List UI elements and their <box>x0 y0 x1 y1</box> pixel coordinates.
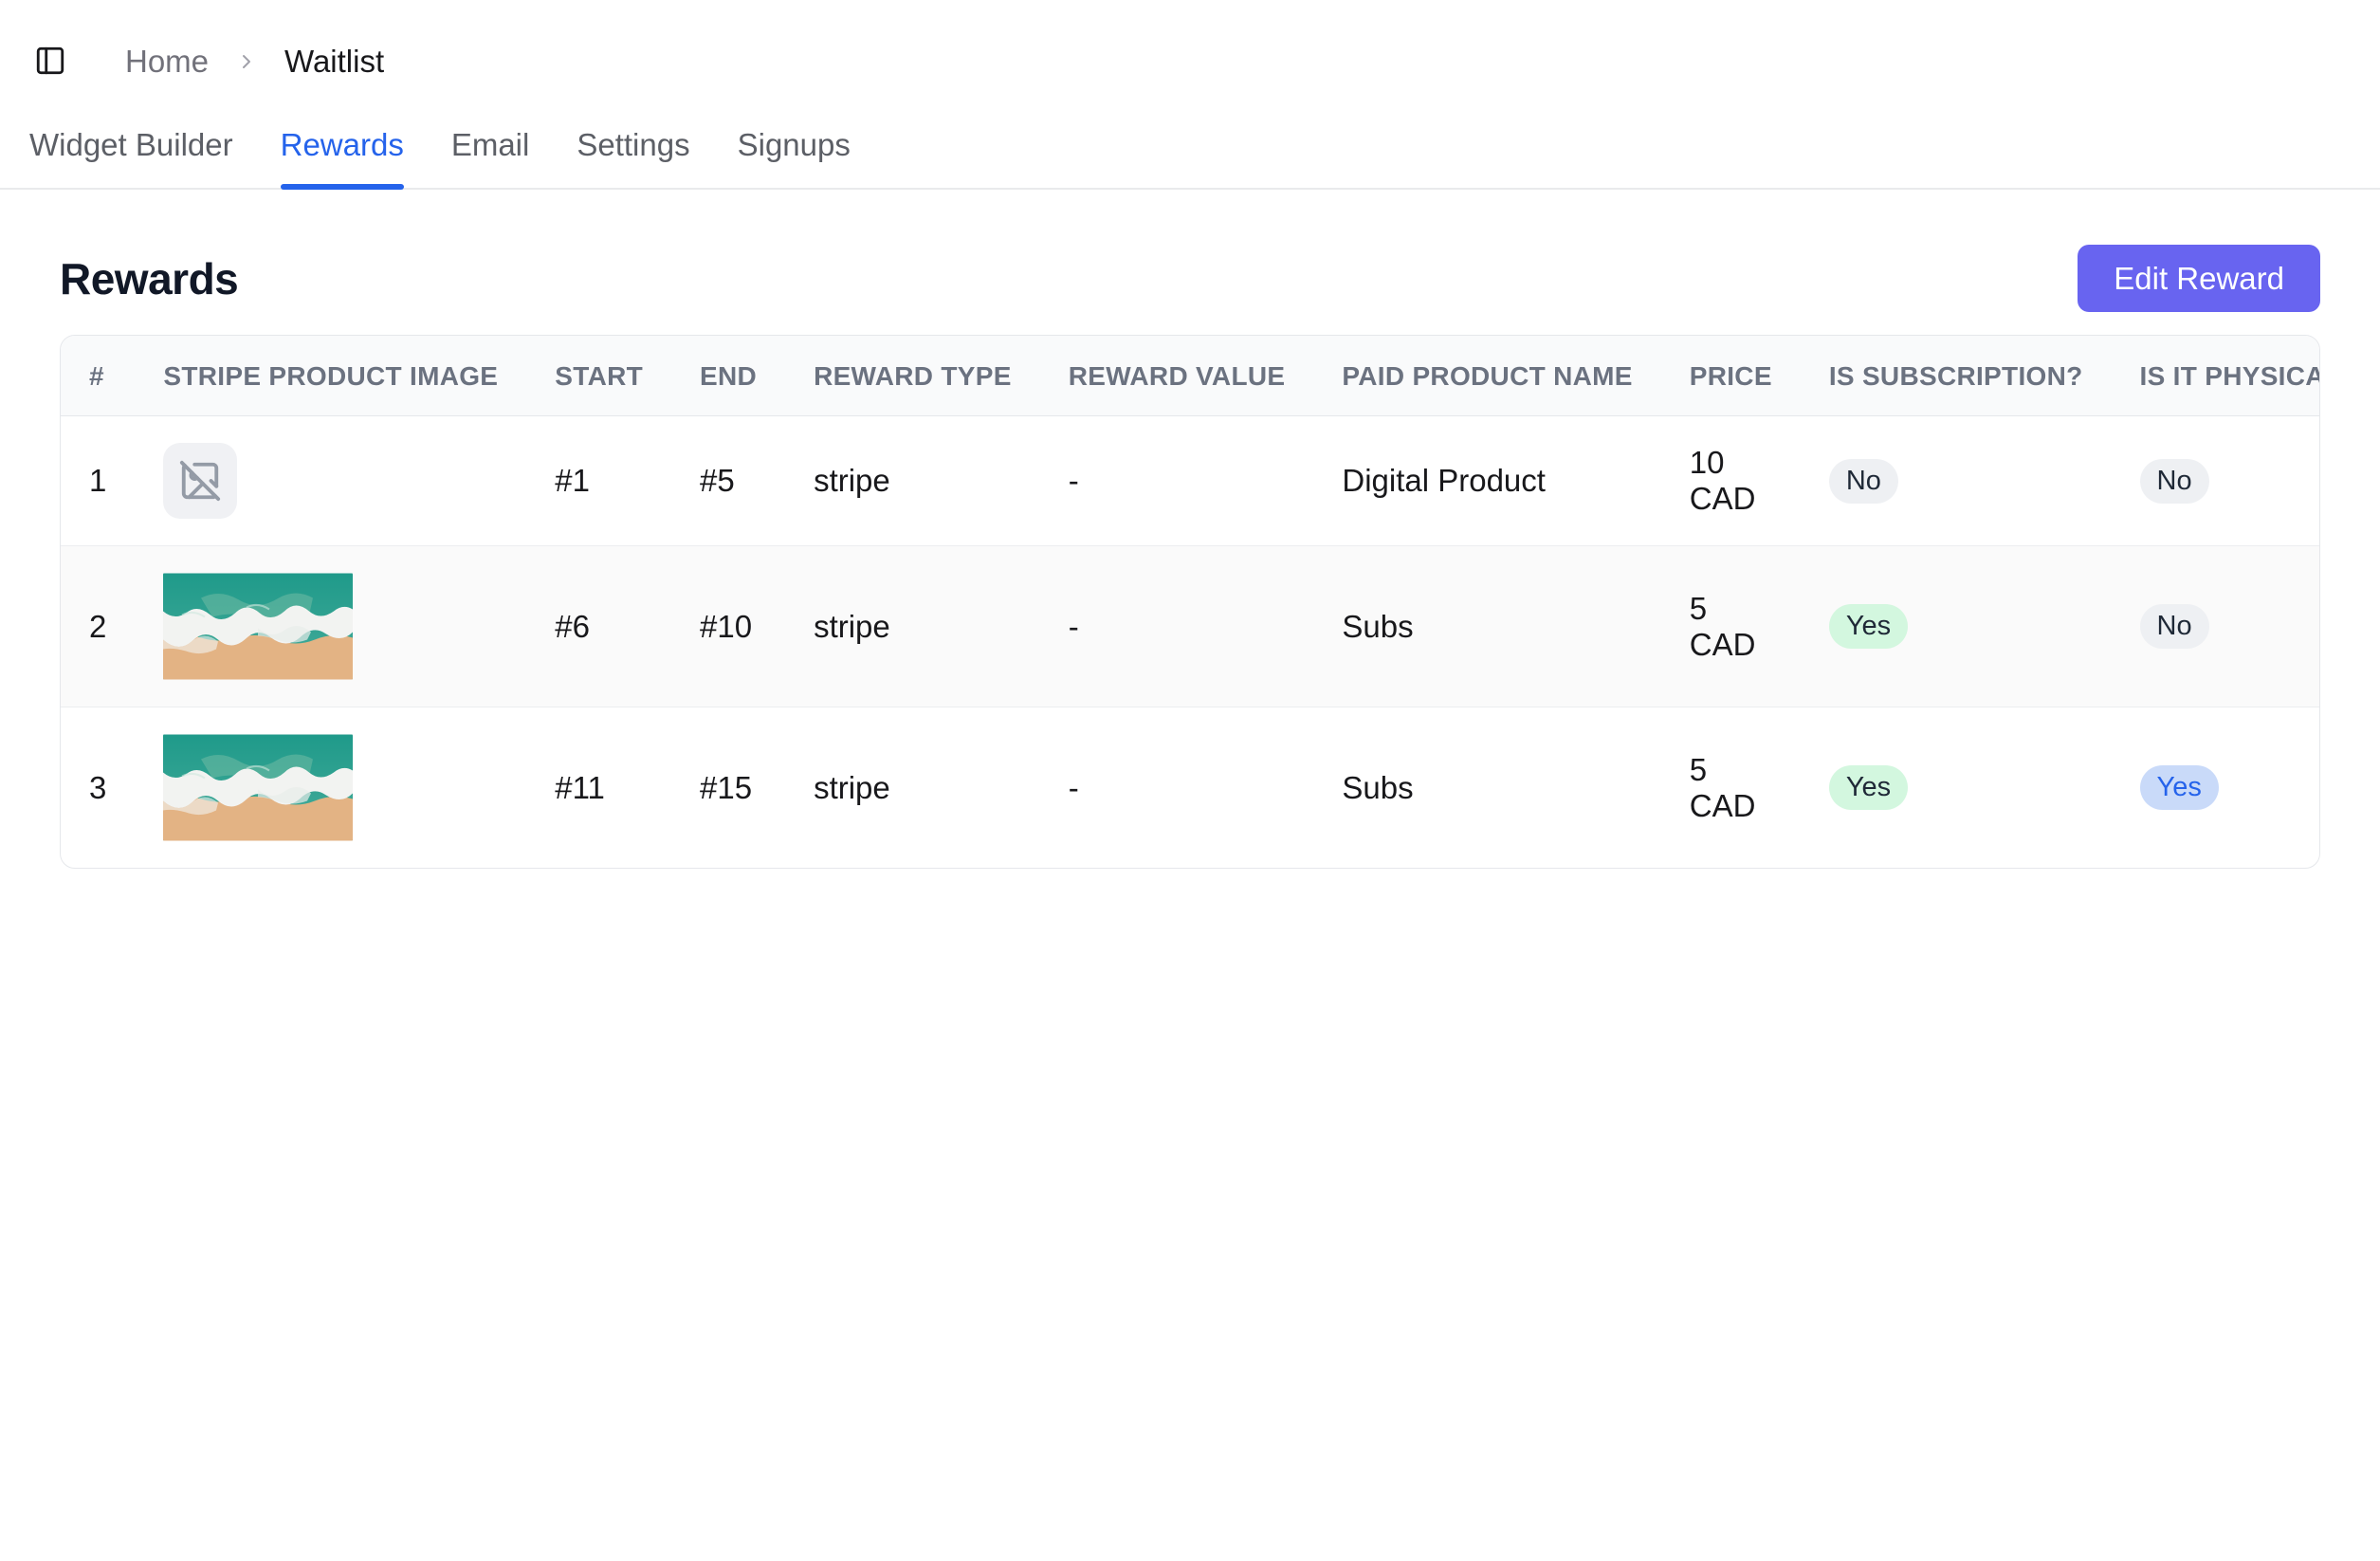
cell-start: #6 <box>526 545 672 707</box>
col-header-paid-product-name: PAID PRODUCT NAME <box>1313 336 1661 416</box>
cell-product-image <box>135 416 526 546</box>
cell-start: #1 <box>555 463 590 498</box>
rewards-table: # STRIPE PRODUCT IMAGE START END REWARD … <box>60 335 2320 869</box>
col-header-end: END <box>671 336 786 416</box>
top-bar: Home Waitlist <box>0 0 2380 80</box>
col-header-stripe-product-image: STRIPE PRODUCT IMAGE <box>135 336 527 416</box>
cell-end: #10 <box>671 545 786 707</box>
col-header-is-subscription: IS SUBSCRIPTION? <box>1800 336 2112 416</box>
col-header-price: PRICE <box>1660 336 1801 416</box>
cell-is-physical: No <box>2112 416 2319 546</box>
table-row: 3 #11 #15 stripe - Subs 5 CAD Yes Yes <box>61 707 2319 868</box>
col-header-reward-value: REWARD VALUE <box>1039 336 1314 416</box>
cell-end: #5 <box>700 463 735 498</box>
subscription-badge: Yes <box>1828 765 1909 810</box>
col-header-is-it-physical: IS IT PHYSICAL? <box>2111 336 2319 416</box>
beach-product-image <box>163 573 353 680</box>
physical-badge: Yes <box>2139 765 2219 810</box>
cell-paid-product-name: Subs <box>1313 707 1661 868</box>
cell-reward-type: stripe <box>814 463 890 498</box>
cell-paid-product-name: Subs <box>1313 545 1661 707</box>
beach-product-image <box>163 734 353 841</box>
table-row: 1 #1 #5 stripe <box>61 416 2319 546</box>
panel-left-icon <box>34 45 66 80</box>
tab-widget-builder[interactable]: Widget Builder <box>29 127 233 162</box>
image-off-icon <box>163 443 238 519</box>
table-header-row: # STRIPE PRODUCT IMAGE START END REWARD … <box>61 336 2319 416</box>
tab-email[interactable]: Email <box>450 127 530 162</box>
breadcrumb-home-link[interactable]: Home <box>125 44 210 79</box>
tab-signups[interactable]: Signups <box>737 127 851 162</box>
chevron-right-icon <box>235 50 258 73</box>
tab-rewards[interactable]: Rewards <box>280 127 405 190</box>
cell-reward-value: - <box>1039 545 1314 707</box>
subscription-badge: No <box>1828 458 1898 504</box>
cell-is-subscription: Yes <box>1800 707 2112 868</box>
page-title: Rewards <box>60 253 239 303</box>
cell-price: 10 CAD <box>1689 445 1756 516</box>
page-header: Rewards Edit Reward <box>60 245 2320 312</box>
subscription-badge: Yes <box>1828 604 1909 649</box>
cell-number: 3 <box>61 707 136 868</box>
tab-bar: Widget Builder Rewards Email Settings Si… <box>0 127 2380 190</box>
cell-is-subscription: No <box>1801 416 2112 546</box>
cell-reward-type: stripe <box>785 545 1040 707</box>
col-header-reward-type: REWARD TYPE <box>785 336 1040 416</box>
cell-end: #15 <box>671 707 786 868</box>
col-header-start: START <box>526 336 672 416</box>
sidebar-toggle-button[interactable] <box>34 46 66 78</box>
breadcrumb: Home Waitlist <box>125 44 384 80</box>
cell-reward-value: - <box>1039 707 1314 868</box>
cell-start: #11 <box>526 707 672 868</box>
col-header-number: # <box>61 336 136 416</box>
breadcrumb-current: Waitlist <box>284 44 385 79</box>
cell-reward-type: stripe <box>785 707 1040 868</box>
cell-paid-product-name: Digital Product <box>1342 463 1546 498</box>
cell-product-image <box>135 545 527 707</box>
physical-badge: No <box>2139 458 2209 504</box>
cell-number: 2 <box>61 545 136 707</box>
cell-product-image <box>135 707 527 868</box>
cell-number: 1 <box>89 463 107 498</box>
cell-price: 5 CAD <box>1660 545 1801 707</box>
cell-is-physical: Yes <box>2111 707 2319 868</box>
edit-reward-button[interactable]: Edit Reward <box>2078 245 2320 312</box>
tab-settings[interactable]: Settings <box>577 127 690 162</box>
table-row: 2 #6 #10 stripe - Subs 5 CAD Yes No <box>61 545 2319 707</box>
physical-badge: No <box>2139 604 2209 649</box>
cell-reward-value: - <box>1068 463 1079 498</box>
cell-is-physical: No <box>2111 545 2319 707</box>
cell-price: 5 CAD <box>1660 707 1801 868</box>
cell-is-subscription: Yes <box>1800 545 2112 707</box>
